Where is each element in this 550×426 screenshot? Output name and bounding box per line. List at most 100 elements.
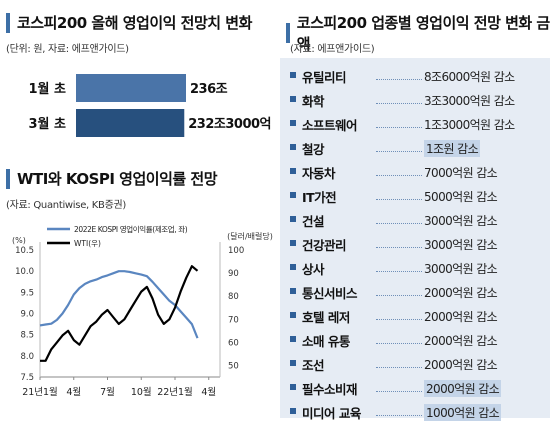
legend-wti-label: WTI(우) [74, 239, 101, 248]
bar-0 [76, 74, 186, 102]
change-amount: 5000억원 감소 [424, 190, 498, 204]
row-marker [290, 312, 296, 318]
change-amount: 3조3000억원 감소 [424, 94, 515, 108]
x-tick-label: 10월 [131, 386, 152, 398]
change-amount: 3000억원 감소 [424, 214, 498, 228]
industry-name: 상사 [302, 262, 325, 277]
left-tick-label: 7.5 [20, 373, 34, 383]
legend-kospi-label: 2022E KOSPI 영업이익률(제조업, 좌) [74, 224, 188, 234]
title-accent-bar [6, 12, 10, 33]
dotted-leader [376, 415, 422, 416]
change-amount: 1조원 감소 [424, 140, 481, 157]
industry-name: 필수소비재 [302, 382, 358, 397]
x-tick-label: 4월 [66, 386, 81, 398]
panel1-title-text: 코스피200 올해 영업이익 전망치 변화 [17, 14, 252, 32]
industry-name: 소프트웨어 [302, 118, 358, 133]
industry-name: 소매 유통 [302, 334, 350, 349]
wti-price-line [40, 265, 199, 362]
x-tick-label: 4월 [201, 386, 216, 398]
dotted-leader [376, 223, 422, 224]
panel3-title: 코스피200 업종별 영업이익 전망 변화 금액 [286, 12, 550, 54]
industry-row: 소매 유통 2000억원 감소 [280, 328, 550, 354]
operating-profit-bar-chart: 1월 초 236조 3월 초 232조3000억 [29, 74, 272, 137]
panel2-note: (자료: Quantiwise, KB증권) [6, 200, 127, 211]
industry-row: 철강 1조원 감소 [280, 136, 550, 162]
right-tick-label: 70 [228, 315, 239, 325]
industry-row: 자동차 7000억원 감소 [280, 160, 550, 186]
row-marker [290, 240, 296, 246]
change-amount: 1조3000억원 감소 [424, 118, 515, 132]
industry-name: IT가전 [302, 190, 337, 205]
x-tick-label: 7월 [100, 386, 115, 398]
industry-row: IT가전 5000억원 감소 [280, 184, 550, 210]
industry-row: 미디어 교육 1000억원 감소 [280, 400, 550, 426]
row-marker [290, 192, 296, 198]
industry-name: 건강관리 [302, 238, 347, 253]
row-marker [290, 288, 296, 294]
industry-name: 통신서비스 [302, 286, 358, 301]
x-tick-label: 22년1월 [157, 386, 193, 398]
row-marker [290, 144, 296, 150]
right-tick-label: 80 [228, 292, 239, 302]
dotted-leader [376, 319, 422, 320]
panel3-note: (자료: 에프앤가이드) [290, 44, 375, 55]
industry-row: 소프트웨어 1조3000억원 감소 [280, 112, 550, 138]
industry-name: 조선 [302, 358, 325, 373]
change-amount: 3000억원 감소 [424, 262, 498, 276]
left-tick-label: 9.5 [20, 288, 34, 298]
dotted-leader [376, 79, 422, 80]
row-marker [290, 336, 296, 342]
row-marker [290, 264, 296, 270]
change-amount: 2000억원 감소 [424, 334, 498, 348]
panel2-title-text: WTI와 KOSPI 영업이익률 전망 [17, 170, 218, 188]
panel3-title-text: 코스피200 업종별 영업이익 전망 변화 금액 [296, 14, 550, 53]
change-amount: 2000억원 감소 [424, 380, 502, 397]
right-tick-label: 90 [228, 269, 239, 279]
right-tick-label: 100 [228, 246, 244, 256]
bar-1 [76, 109, 185, 137]
industry-row: 호텔 레저 2000억원 감소 [280, 304, 550, 330]
dotted-leader [376, 151, 422, 152]
industry-name: 철강 [302, 142, 325, 157]
title-accent-bar [6, 168, 10, 189]
right-tick-label: 50 [228, 361, 239, 371]
change-amount: 2000억원 감소 [424, 310, 498, 324]
dotted-leader [376, 247, 422, 248]
industry-row: 필수소비재 2000억원 감소 [280, 376, 550, 402]
left-axis-unit: (%) [12, 236, 26, 245]
industry-name: 호텔 레저 [302, 310, 350, 325]
dotted-leader [376, 295, 422, 296]
kospi-margin-line [39, 270, 199, 339]
dotted-leader [376, 103, 422, 104]
left-tick-label: 8.0 [20, 352, 34, 362]
dotted-leader [376, 367, 422, 368]
industry-name: 유틸리티 [302, 70, 347, 85]
row-marker [290, 168, 296, 174]
bar-category-label: 1월 초 [29, 81, 67, 97]
bar-value-label: 236조 [190, 82, 228, 97]
left-tick-label: 9.0 [20, 310, 34, 320]
left-tick-label: 8.5 [20, 331, 34, 341]
dotted-leader [376, 127, 422, 128]
panel1-note: (단위: 원, 자료: 에프앤가이드) [6, 44, 129, 55]
industry-change-table: 유틸리티 8조6000억원 감소 화학 3조3000억원 감소 소프트웨어 1조3000억… [280, 58, 550, 421]
industry-name: 화학 [302, 94, 325, 109]
dotted-leader [376, 391, 422, 392]
right-axis-unit: (달러/배럴당) [227, 231, 273, 241]
row-marker [290, 96, 296, 102]
industry-row: 통신서비스 2000억원 감소 [280, 280, 550, 306]
dotted-leader [376, 271, 422, 272]
left-tick-label: 10.0 [15, 267, 34, 277]
dotted-leader [376, 175, 422, 176]
row-marker [290, 360, 296, 366]
panel1-title: 코스피200 올해 영업이익 전망치 변화 [6, 12, 252, 33]
change-amount: 2000억원 감소 [424, 358, 498, 372]
change-amount: 7000억원 감소 [424, 166, 498, 180]
row-marker [290, 216, 296, 222]
wti-kospi-line-chart: (%) (달러/배럴당) 7.5 8.0 8.5 9.0 9.5 10.0 10.5 50 60 70… [12, 224, 273, 398]
industry-name: 자동차 [302, 166, 336, 181]
right-tick-label: 60 [228, 338, 239, 348]
dotted-leader [376, 199, 422, 200]
bar-category-label: 3월 초 [29, 116, 67, 132]
x-tick-label: 21년1월 [22, 386, 58, 398]
